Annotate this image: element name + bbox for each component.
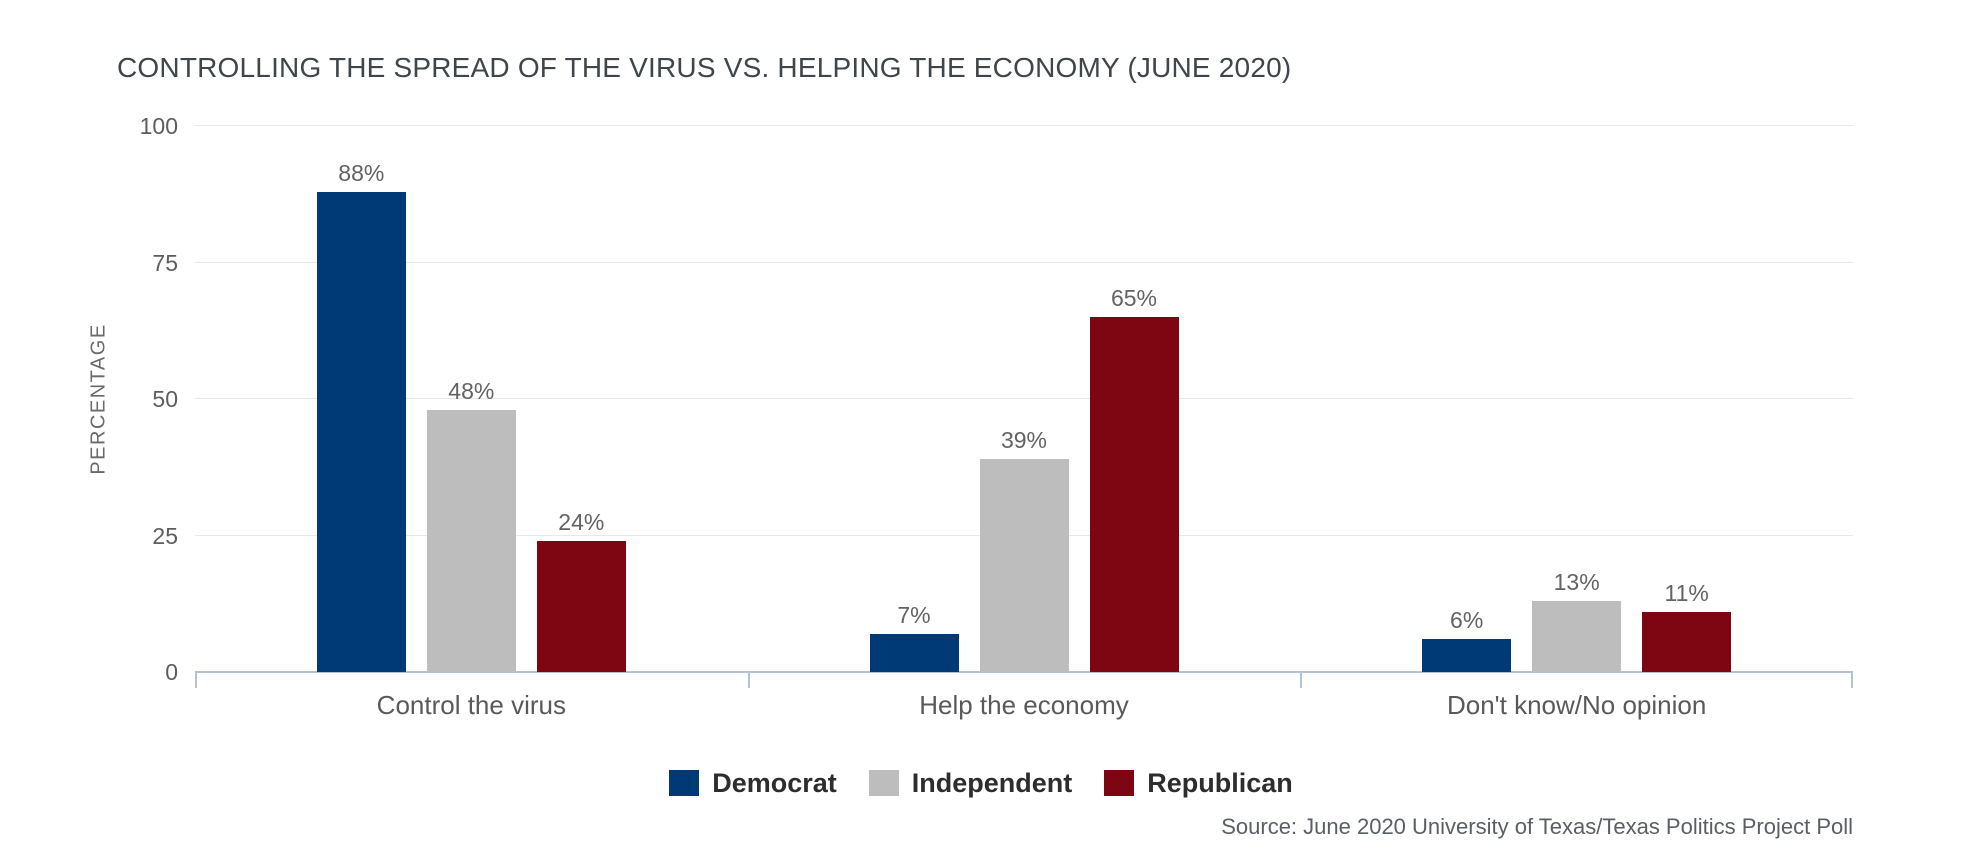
bar-democrat: 6% — [1422, 607, 1512, 672]
category-label: Help the economy — [919, 690, 1129, 720]
category-label: Don't know/No opinion — [1446, 690, 1707, 720]
bar-democrat: 88% — [316, 160, 406, 672]
y-tick-label: 0 — [165, 659, 178, 685]
legend-swatch — [868, 770, 899, 796]
axis-tick — [1300, 672, 1303, 688]
bar-republican: 65% — [1089, 285, 1179, 672]
legend-swatch — [1104, 770, 1135, 796]
bar-value-label: 7% — [897, 601, 931, 628]
gridline — [195, 398, 1853, 399]
bar-value-label: 88% — [338, 159, 385, 186]
legend-label: Democrat — [712, 767, 837, 798]
legend-item-republican: Republican — [1104, 768, 1293, 799]
source-note: Source: June 2020 University of Texas/Te… — [1221, 814, 1853, 839]
gridline — [195, 261, 1853, 263]
legend-item-independent: Independent — [868, 767, 1073, 799]
plot-area: 0 25 50 75 100 Control the virus 88% 48% 24% Help… — [140, 113, 1853, 720]
bar-republican: 11% — [1642, 580, 1732, 672]
legend-swatch — [669, 770, 700, 796]
bar-value-label: 48% — [448, 377, 495, 404]
legend: Democrat Independent Republican — [0, 767, 1962, 799]
x-axis-line — [195, 671, 1853, 673]
bar-value-label: 6% — [1450, 607, 1484, 634]
bar-democrat: 7% — [869, 602, 959, 672]
bar-independent: 48% — [426, 378, 516, 672]
legend-item-democrat: Democrat — [669, 768, 837, 799]
y-tick-label: 100 — [139, 113, 178, 139]
bar-independent: 13% — [1532, 569, 1622, 672]
gridline — [195, 125, 1853, 126]
bar-value-label: 39% — [1000, 427, 1048, 454]
legend-label: Republican — [1147, 767, 1293, 798]
legend-label: Independent — [911, 767, 1073, 798]
axis-tick — [747, 672, 750, 688]
bar-independent: 39% — [979, 427, 1069, 672]
chart-title: CONTROLLING THE SPREAD OF THE VIRUS VS. … — [117, 52, 1292, 83]
bar-value-label: 65% — [1110, 285, 1158, 312]
y-tick-label: 75 — [152, 249, 178, 276]
axis-tick — [195, 672, 197, 688]
axis-tick — [1851, 672, 1853, 688]
y-tick-label: 25 — [152, 522, 178, 549]
y-tick-label: 50 — [152, 386, 178, 412]
bar-value-label: 13% — [1553, 569, 1600, 596]
bar-republican: 24% — [536, 509, 626, 672]
bar-value-label: 11% — [1664, 579, 1709, 606]
bar-value-label: 24% — [558, 508, 605, 535]
category-label: Control the virus — [376, 690, 566, 720]
